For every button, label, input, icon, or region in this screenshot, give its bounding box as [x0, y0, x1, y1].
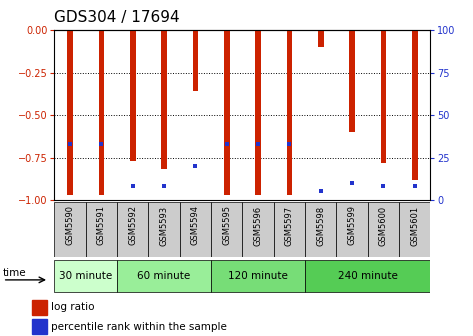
Bar — [255, 30, 261, 195]
Bar — [180, 202, 211, 257]
Text: GSM5599: GSM5599 — [348, 206, 357, 246]
Bar — [243, 202, 274, 257]
Bar — [86, 202, 117, 257]
Bar — [211, 260, 305, 292]
Text: GDS304 / 17694: GDS304 / 17694 — [54, 10, 180, 25]
Text: log ratio: log ratio — [51, 302, 95, 312]
Text: GSM5593: GSM5593 — [159, 206, 168, 246]
Bar — [305, 260, 430, 292]
Bar — [318, 30, 324, 47]
Text: 60 minute: 60 minute — [138, 271, 191, 281]
Bar — [368, 202, 399, 257]
Text: GSM5600: GSM5600 — [379, 206, 388, 246]
Bar — [274, 202, 305, 257]
Bar — [67, 30, 73, 195]
Bar — [412, 30, 418, 179]
Text: GSM5596: GSM5596 — [254, 206, 263, 246]
Bar — [287, 30, 292, 195]
Bar — [98, 30, 104, 195]
Text: percentile rank within the sample: percentile rank within the sample — [51, 322, 227, 332]
Bar — [117, 202, 149, 257]
Text: GSM5598: GSM5598 — [316, 206, 325, 246]
Text: time: time — [3, 268, 26, 278]
Text: GSM5592: GSM5592 — [128, 206, 137, 246]
Bar — [336, 202, 368, 257]
Bar — [211, 202, 243, 257]
Bar — [161, 30, 167, 169]
Text: GSM5597: GSM5597 — [285, 206, 294, 246]
Bar — [32, 320, 47, 334]
Bar — [305, 202, 336, 257]
Bar — [193, 30, 198, 91]
Bar — [381, 30, 386, 163]
Bar — [399, 202, 430, 257]
Bar — [224, 30, 229, 195]
Text: 120 minute: 120 minute — [228, 271, 288, 281]
Bar — [54, 202, 86, 257]
Text: GSM5590: GSM5590 — [66, 206, 75, 246]
Bar — [54, 260, 117, 292]
Bar — [149, 202, 180, 257]
Text: GSM5591: GSM5591 — [97, 206, 106, 246]
Text: GSM5594: GSM5594 — [191, 206, 200, 246]
Bar — [117, 260, 211, 292]
Text: 240 minute: 240 minute — [338, 271, 398, 281]
Text: GSM5595: GSM5595 — [222, 206, 231, 246]
Text: GSM5601: GSM5601 — [410, 206, 419, 246]
Bar — [130, 30, 136, 161]
Bar — [349, 30, 355, 132]
Text: 30 minute: 30 minute — [59, 271, 113, 281]
Bar — [32, 300, 47, 315]
